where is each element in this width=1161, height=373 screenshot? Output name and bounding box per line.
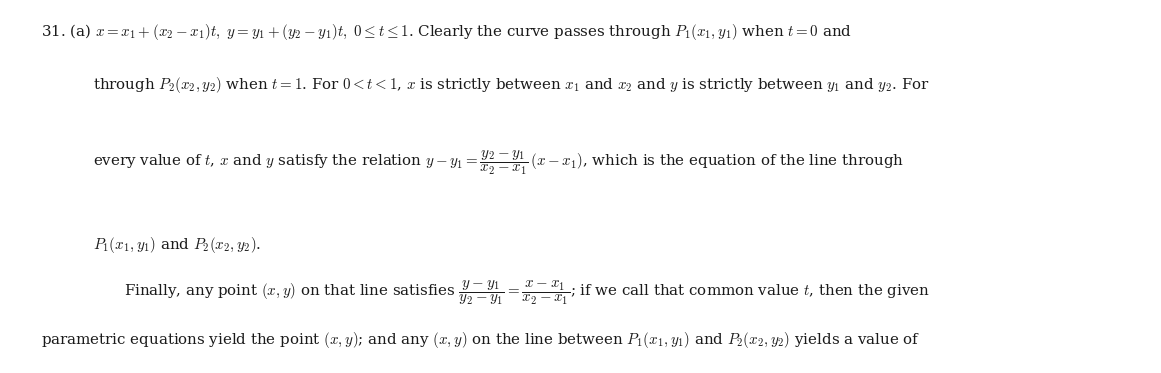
Text: Finally, any point $(x, y)$ on that line satisfies $\dfrac{y - y_1}{y_2 - y_1} =: Finally, any point $(x, y)$ on that line… bbox=[124, 278, 930, 307]
Text: through $P_2(x_2, y_2)$ when $t = 1$. For $0 < t < 1$, $x$ is strictly between $: through $P_2(x_2, y_2)$ when $t = 1$. Fo… bbox=[93, 75, 930, 95]
Text: 31. (a) $x = x_1 + (x_2 - x_1)t,\ y = y_1 + (y_2 - y_1)t,\ 0 \leq t \leq 1$. Cle: 31. (a) $x = x_1 + (x_2 - x_1)t,\ y = y_… bbox=[41, 22, 852, 43]
Text: $P_1(x_1, y_1)$ and $P_2(x_2, y_2)$.: $P_1(x_1, y_1)$ and $P_2(x_2, y_2)$. bbox=[93, 235, 261, 255]
Text: parametric equations yield the point $(x, y)$; and any $(x, y)$ on the line betw: parametric equations yield the point $(x… bbox=[41, 330, 920, 350]
Text: every value of $t$, $x$ and $y$ satisfy the relation $y - y_1 = \dfrac{y_2 - y_1: every value of $t$, $x$ and $y$ satisfy … bbox=[93, 149, 904, 178]
